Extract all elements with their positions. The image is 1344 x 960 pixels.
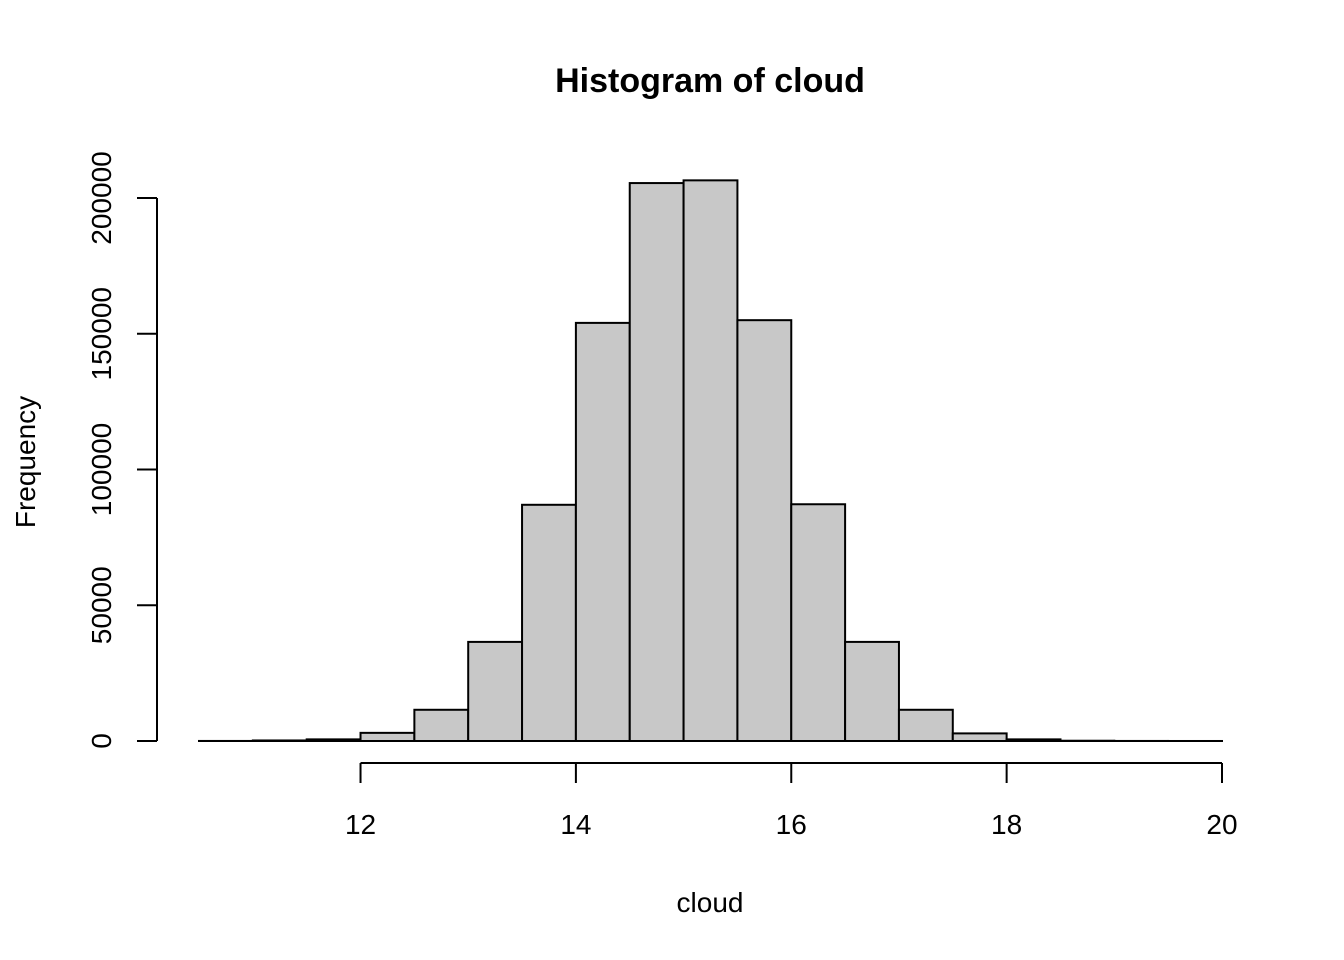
histogram-bar bbox=[951, 732, 1008, 743]
y-tick-label: 100000 bbox=[86, 423, 117, 516]
x-tick-label: 14 bbox=[560, 809, 591, 840]
histogram-bar bbox=[790, 503, 847, 743]
histogram-bar bbox=[467, 640, 524, 743]
histogram-bars bbox=[198, 179, 1223, 743]
x-axis-label: cloud bbox=[677, 887, 744, 918]
y-tick-label: 0 bbox=[86, 733, 117, 749]
histogram-bar bbox=[521, 503, 577, 743]
y-tick-label: 150000 bbox=[86, 287, 117, 380]
histogram-bar bbox=[682, 179, 739, 743]
histogram-bar bbox=[574, 321, 631, 742]
y-axis-label: Frequency bbox=[10, 396, 41, 528]
y-tick-label: 50000 bbox=[86, 566, 117, 644]
x-tick-label: 20 bbox=[1206, 809, 1237, 840]
histogram-bar bbox=[359, 731, 416, 742]
histogram-bar bbox=[897, 708, 954, 743]
y-tick-label: 200000 bbox=[86, 151, 117, 244]
histogram-bar bbox=[844, 640, 900, 743]
x-axis: 12 14 16 18 20 bbox=[345, 762, 1238, 840]
chart-title: Histogram of cloud bbox=[555, 62, 865, 100]
y-axis: 0 50000 100000 150000 200000 bbox=[86, 151, 158, 749]
x-tick-label: 18 bbox=[991, 809, 1022, 840]
x-tick-label: 16 bbox=[776, 809, 807, 840]
histogram-bar bbox=[413, 708, 470, 743]
histogram-bar bbox=[736, 319, 793, 742]
histogram-bar bbox=[1005, 738, 1062, 742]
x-tick-label: 12 bbox=[345, 809, 376, 840]
histogram-bar bbox=[305, 738, 362, 742]
histogram-bar bbox=[251, 739, 308, 742]
histogram-bar bbox=[628, 182, 685, 742]
